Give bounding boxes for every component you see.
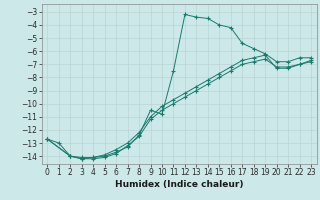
X-axis label: Humidex (Indice chaleur): Humidex (Indice chaleur): [115, 180, 244, 189]
